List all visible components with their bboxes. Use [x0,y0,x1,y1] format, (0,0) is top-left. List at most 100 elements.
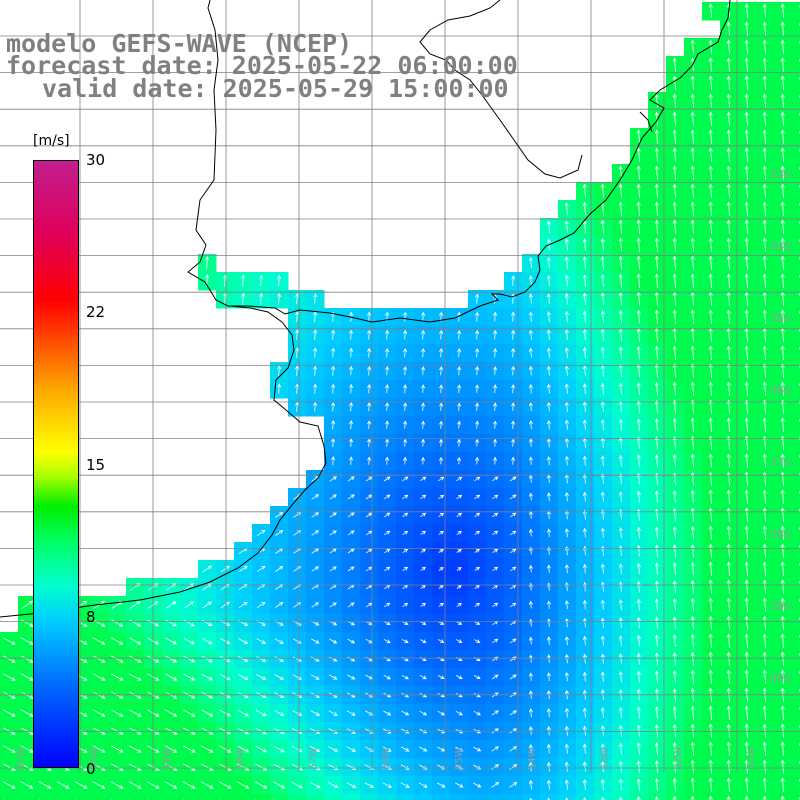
wind-cell [792,758,800,777]
wind-arrow [421,402,426,411]
wind-arrow [238,638,249,644]
wind-arrow [780,147,785,162]
wind-arrow [762,255,767,270]
wind-cell [594,794,613,800]
wind-arrow [438,549,444,553]
wind-arrow [582,383,587,395]
wind-arrow [582,671,587,682]
wind-arrow [744,615,749,630]
wind-arrow [21,600,34,610]
wind-arrow [509,674,517,680]
wind-arrow [690,597,695,612]
wind-arrow [744,453,749,468]
wind-cell [792,776,800,795]
wind-arrow [329,476,337,482]
wind-arrow [421,366,426,376]
wind-arrow [780,705,785,720]
wind-arrow [546,528,551,537]
lat-label: 40S [770,672,791,685]
wind-arrow [511,402,516,411]
wind-arrow [744,759,749,774]
wind-arrow [636,400,641,413]
wind-arrow [618,706,623,719]
wind-arrow [780,201,785,216]
wind-arrow [708,525,713,540]
wind-arrow [708,39,713,54]
wind-arrow [690,417,695,432]
wind-arrow [365,710,374,716]
wind-arrow [762,39,767,54]
wind-arrow [219,709,232,717]
wind-arrow [762,3,767,18]
wind-arrow [456,494,463,500]
wind-arrow [690,561,695,576]
wind-arrow [762,489,767,504]
wind-arrow [329,512,337,518]
wind-arrow [511,384,516,394]
wind-arrow [492,494,499,500]
wind-arrow [438,476,445,482]
wind-arrow [690,111,695,126]
wind-arrow [564,600,569,610]
wind-arrow [528,761,533,772]
wind-arrow [564,564,569,574]
wind-arrow [654,183,659,198]
wind-arrow [780,255,785,270]
wind-arrow [762,183,767,198]
wind-arrow [564,528,569,538]
wind-arrow [295,383,300,394]
wind-cell [522,794,541,800]
wind-arrow [636,436,641,449]
wind-arrow [780,579,785,594]
lat-label: 37S [770,456,791,469]
wind-arrow [726,525,731,540]
wind-arrow [564,455,569,466]
wind-arrow [200,745,214,753]
wind-arrow [493,347,498,358]
wind-arrow [618,617,623,629]
wind-arrow [672,273,677,288]
wind-arrow [762,561,767,576]
wind-cell [792,542,800,561]
wind-arrow [582,779,587,791]
wind-arrow [762,165,767,180]
wind-arrow [780,615,785,630]
wind-arrow [182,745,196,753]
wind-arrow [618,491,623,503]
wind-arrow [726,597,731,612]
wind-arrow [438,602,444,607]
wind-arrow [400,764,410,770]
wind-arrow [457,384,462,393]
wind-arrow [456,639,463,643]
wind-arrow [455,746,464,752]
colorbar-tick-0: 0 [86,760,96,778]
wind-arrow [437,675,445,679]
wind-arrow [20,673,34,681]
wind-arrow [600,455,605,467]
wind-arrow [636,490,641,503]
wind-arrow [582,183,587,198]
wind-arrow [110,781,124,789]
wind-arrow [509,476,517,482]
wind-arrow [493,384,498,394]
wind-arrow [313,347,318,358]
lon-label: 53W [600,747,611,770]
wind-cell [792,632,800,651]
wind-arrow [511,438,516,447]
wind-arrow [690,741,695,756]
wind-arrow [726,417,731,432]
wind-cell [252,794,271,800]
wind-arrow [708,273,713,288]
wind-arrow [780,669,785,684]
wind-arrow [564,707,569,718]
wind-arrow [780,507,785,522]
wind-arrow [690,525,695,540]
wind-arrow [726,273,731,288]
wind-cell [18,794,37,800]
wind-arrow [473,782,482,788]
wind-arrow [274,638,284,644]
wind-arrow [780,453,785,468]
wind-cell [396,794,415,800]
wind-arrow [654,237,659,252]
wind-arrow [528,528,533,537]
